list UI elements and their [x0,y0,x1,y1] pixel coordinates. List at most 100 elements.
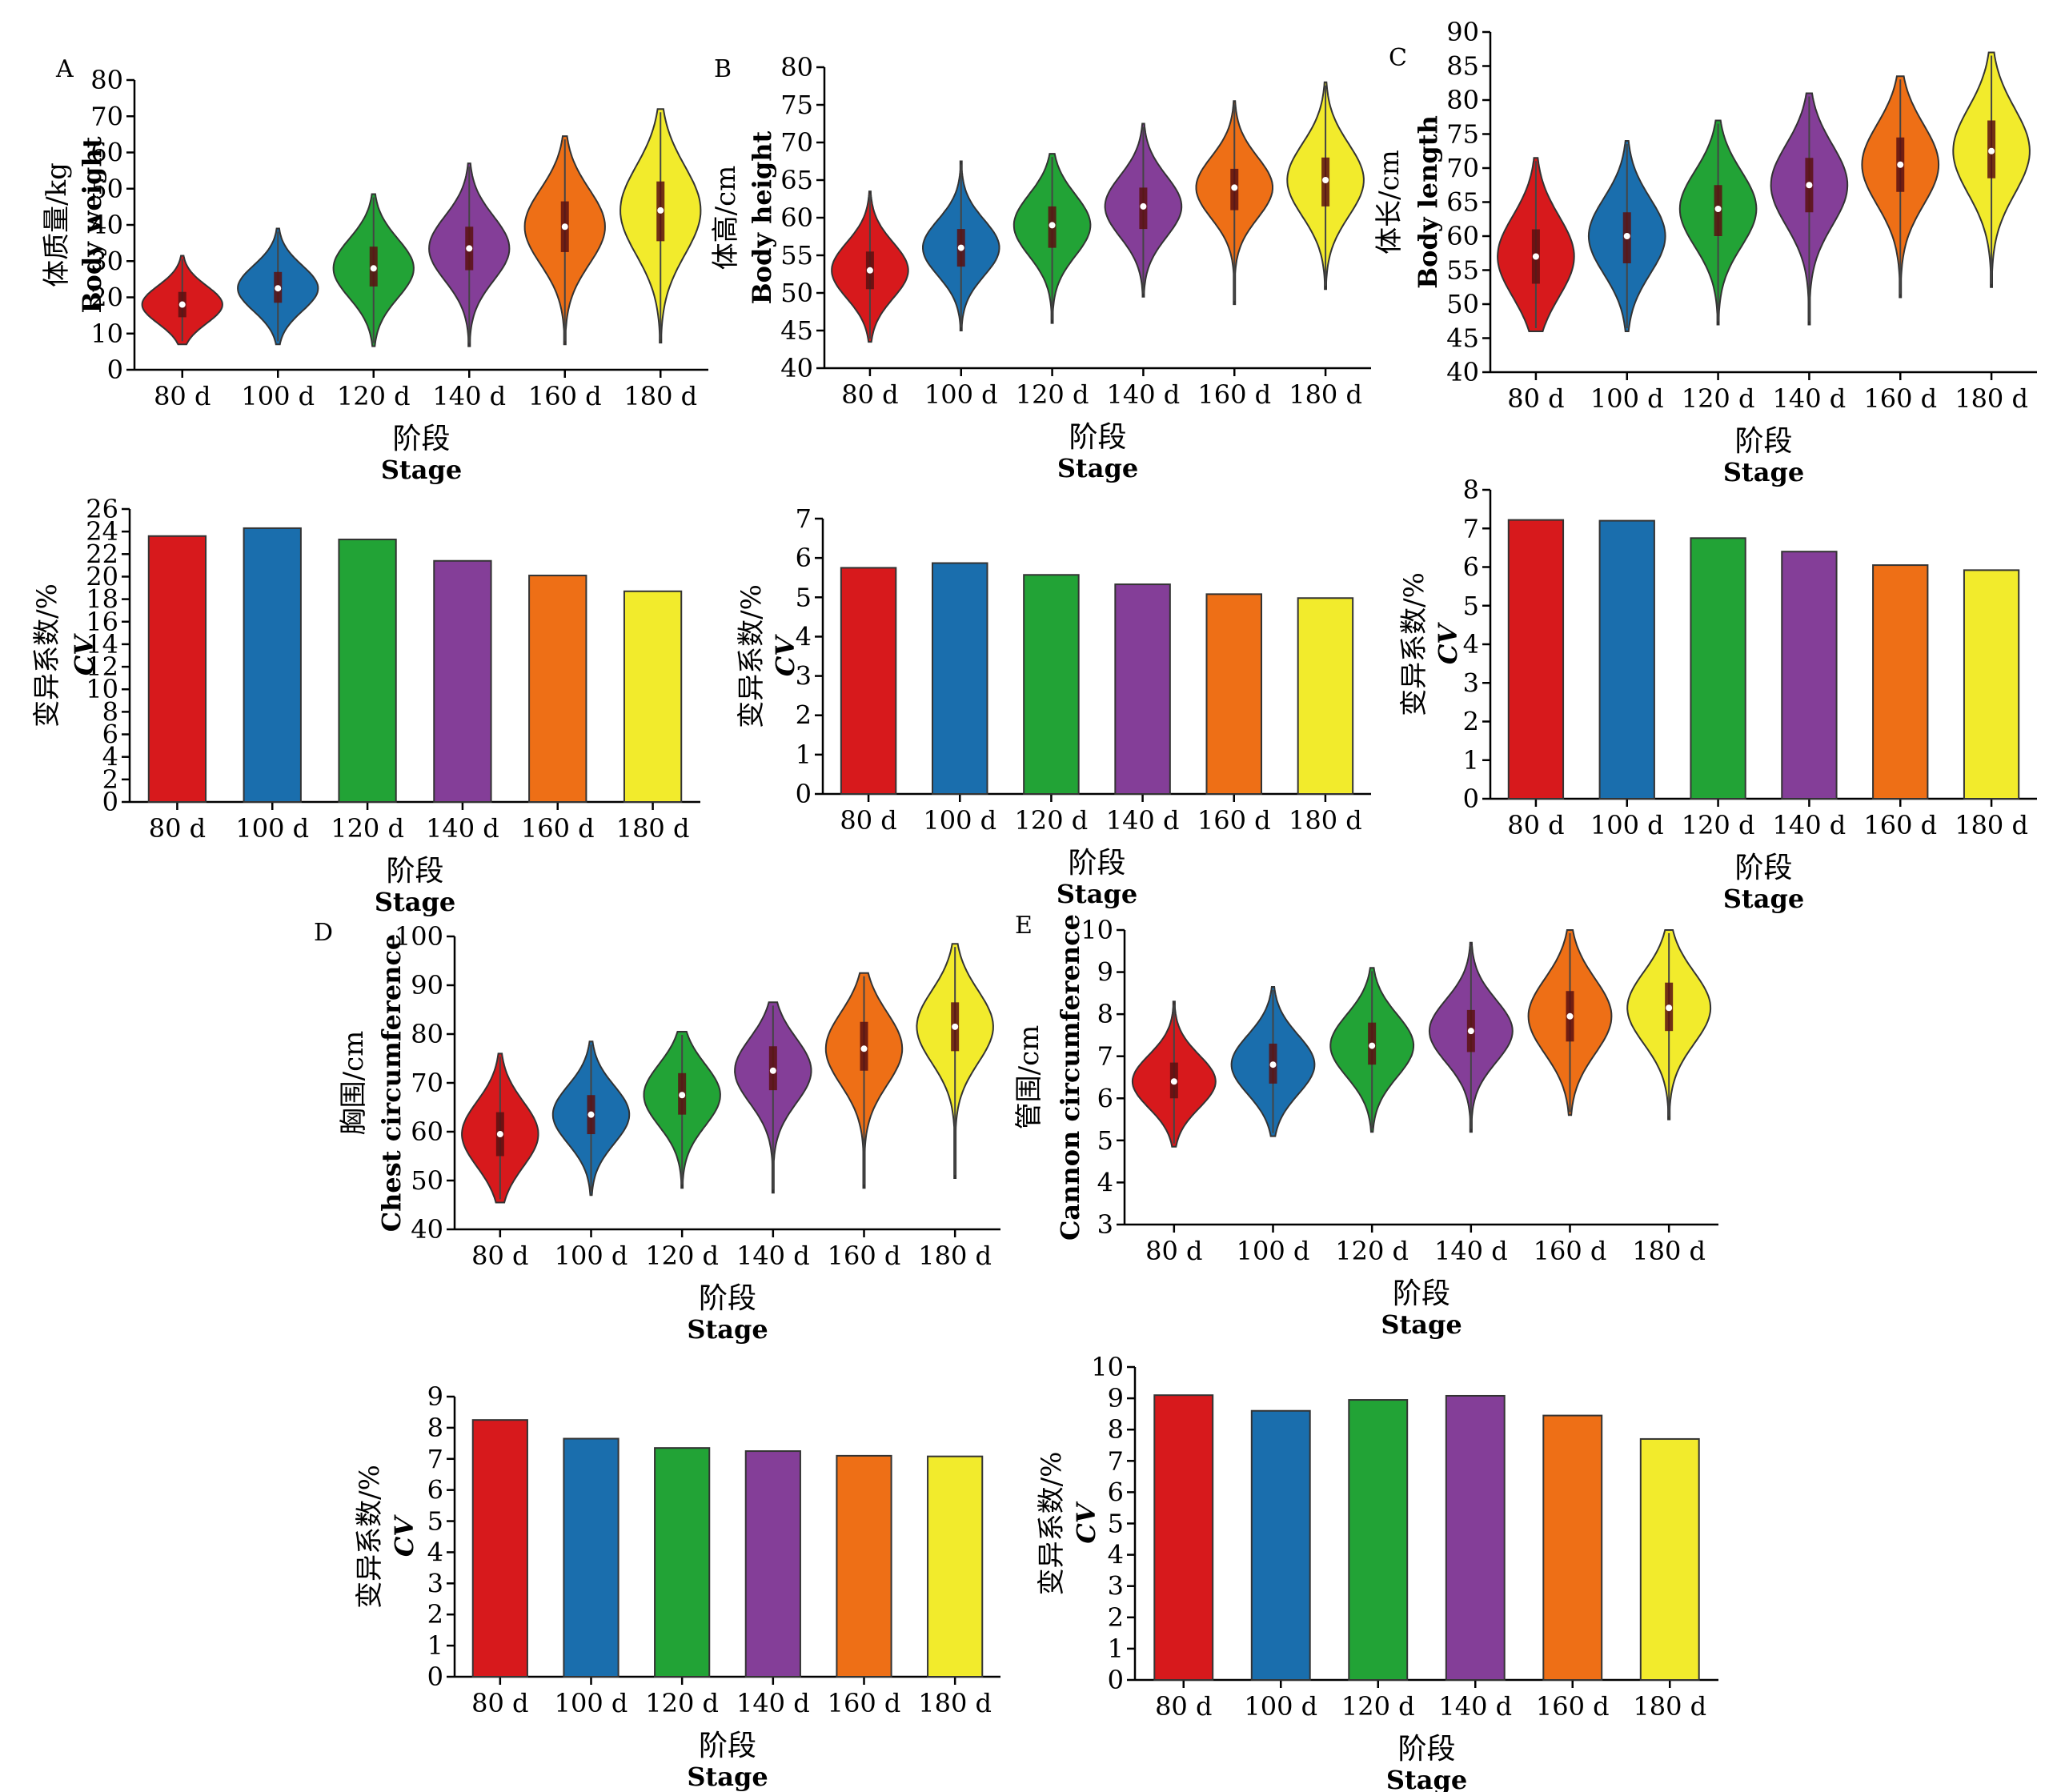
x-axis-title-cn: 阶段 [1734,852,1792,884]
y-axis-title-en: CV [1071,1501,1101,1543]
bar-80d [1507,519,1565,800]
y-tick-label: 9 [427,1381,443,1412]
y-tick-label: 50 [1446,289,1479,319]
y-tick-label: 20 [86,561,118,591]
y-tick-label: 14 [86,629,118,659]
x-tick-label: 160 d [828,1688,901,1718]
y-axis-title-en: Body weight [77,136,107,313]
y-tick-label: 2 [1463,707,1479,737]
y-tick-label: 85 [1446,51,1479,82]
x-tick-label: 100 d [924,379,998,410]
y-tick-label: 7 [1097,1041,1113,1072]
violin-median-dot [587,1111,595,1118]
x-axis-title-en: Stage [1057,453,1138,483]
y-axis-title-cn: 体质量/kg [41,162,73,287]
y-tick-label: 12 [86,651,118,682]
violin-median-dot [178,301,186,308]
x-axis-title-en: Stage [687,1762,768,1792]
bar-100d [932,562,988,795]
x-tick-label: 180 d [616,813,690,844]
violin-median-dot [952,1023,959,1030]
D-violin-chart: 40 50 60 70 80 90 100 80 d 100 d 120 d 140 d 160 d 1… [314,919,1000,1345]
y-tick-label: 0 [107,355,123,385]
y-axis-title-cn: 变异系数/% [736,584,768,728]
bar-80d [147,535,207,803]
y-tick-label: 75 [780,90,813,120]
bar-140d [433,559,492,803]
C-cv-chart: 0 1 2 3 4 5 6 7 8 80 d 100 d 120 d 140 d 160 d 180 d 阶段… [1398,475,2037,914]
x-tick-label: 120 d [1015,805,1089,836]
y-tick-label: 9 [1108,1383,1124,1413]
x-tick-label: 80 d [471,1241,528,1271]
y-axis-title-en: CV [69,633,99,676]
y-tick-label: 0 [1108,1665,1124,1695]
x-tick-label: 80 d [841,379,898,410]
x-axis-title-cn: 阶段 [392,423,450,455]
y-tick-label: 70 [90,101,123,131]
bar-140d [744,1450,801,1678]
x-axis-title-cn: 阶段 [1068,847,1125,880]
x-tick-label: 160 d [1863,810,1937,840]
x-tick-label: 180 d [1289,805,1362,836]
y-tick-label: 55 [1446,255,1479,286]
y-tick-label: 75 [1446,119,1479,150]
x-axis-title-cn: 阶段 [1393,1277,1450,1310]
y-tick-label: 8 [102,696,118,727]
y-axis-title-cn: 变异系数/% [1036,1452,1068,1596]
y-tick-label: 3 [427,1568,443,1598]
y-tick-label: 7 [427,1444,443,1474]
bar-120d [1690,537,1746,800]
y-axis-title-cn: 体高/cm [710,166,742,271]
x-axis-title-cn: 阶段 [699,1730,756,1762]
x-tick-label: 160 d [1197,379,1271,410]
violin-median-dot [1623,233,1630,239]
x-tick-label: 120 d [1341,1691,1415,1722]
y-axis-title-cn: 体长/cm [1373,150,1405,255]
x-axis-title-en: Stage [1723,457,1804,487]
violin-median-dot [1269,1061,1277,1068]
y-tick-label: 80 [1446,85,1479,115]
y-axis-title-en: CV [389,1514,419,1557]
x-axis-title-en: Stage [1381,1309,1462,1340]
x-tick-label: 80 d [149,813,206,844]
y-tick-label: 40 [90,210,123,240]
x-tick-label: 140 d [1438,1691,1512,1722]
y-axis-title-cn: 胸围/cm [338,1031,370,1136]
y-tick-label: 45 [780,315,813,346]
x-tick-label: 100 d [241,381,315,411]
x-axis-title-cn: 阶段 [386,855,443,888]
y-tick-label: 6 [102,720,118,750]
bar-160d [1542,1414,1603,1681]
x-axis-title-cn: 阶段 [1734,425,1792,458]
y-tick-label: 90 [411,970,443,1000]
y-tick-label: 3 [796,661,812,692]
y-tick-label: 8 [427,1413,443,1443]
x-tick-label: 80 d [154,381,211,411]
x-tick-label: 120 d [1682,383,1755,414]
x-tick-label: 140 d [1106,805,1180,836]
y-tick-label: 3 [1463,667,1479,698]
y-tick-label: 50 [411,1165,443,1196]
y-tick-label: 26 [86,494,118,524]
violin-median-dot [1467,1028,1474,1035]
violin-median-dot [1897,161,1904,168]
y-tick-label: 40 [1446,357,1479,387]
y-tick-label: 6 [427,1475,443,1505]
violin-median-dot [1369,1042,1376,1049]
y-tick-label: 90 [1446,17,1479,47]
violin-median-dot [1988,147,1995,154]
violin-median-dot [866,267,873,274]
y-axis-title-en: Body length [1413,115,1443,289]
x-tick-label: 140 d [1107,379,1181,410]
x-axis-title-cn: 阶段 [1069,421,1126,454]
bar-80d [840,567,897,796]
x-tick-label: 80 d [1507,383,1564,414]
x-tick-label: 160 d [1534,1236,1607,1266]
y-tick-label: 9 [1097,957,1113,988]
y-tick-label: 5 [1463,591,1479,621]
bar-120d [1348,1399,1409,1682]
violin-median-dot [1566,1012,1574,1020]
y-axis-title-en: Chest circumference [376,934,407,1233]
x-tick-label: 180 d [1633,1691,1706,1722]
